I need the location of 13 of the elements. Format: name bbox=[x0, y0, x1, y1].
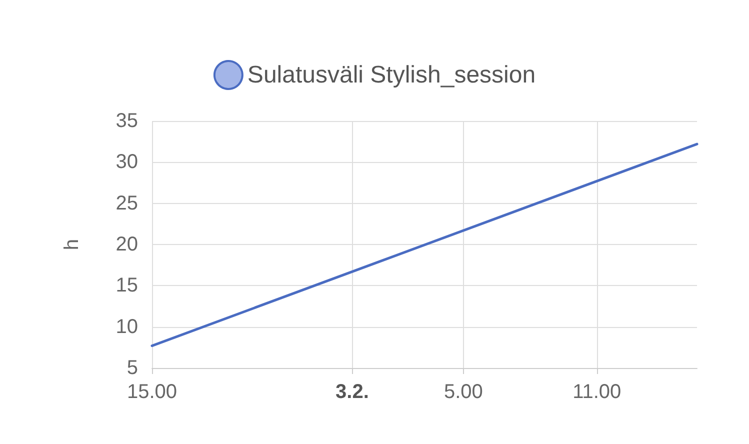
y-tick-label: 10 bbox=[116, 316, 138, 338]
y-tick-label: 15 bbox=[116, 274, 138, 297]
x-tick-label: 3.2. bbox=[336, 381, 369, 403]
y-tick-label: 5 bbox=[126, 357, 138, 379]
x-tick-label: 5.00 bbox=[444, 381, 483, 403]
x-tick-label: 11.00 bbox=[572, 381, 622, 403]
y-tick-label: 25 bbox=[116, 192, 138, 214]
y-tick-label: 35 bbox=[116, 110, 138, 132]
y-tick-label: 20 bbox=[116, 234, 138, 256]
y-axis-title: h bbox=[61, 238, 83, 250]
y-tick-label: 30 bbox=[116, 151, 138, 174]
x-tick-label: 15.00 bbox=[126, 381, 178, 403]
legend-label: Sulatusväli Stylish_session bbox=[247, 62, 536, 88]
